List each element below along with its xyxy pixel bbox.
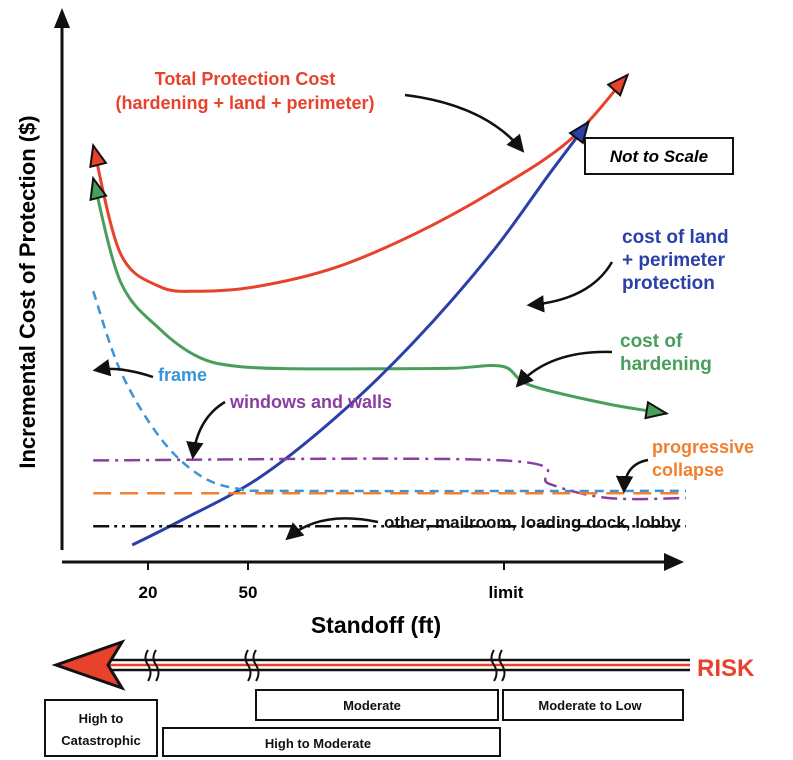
hardening-pointer-arrow <box>515 350 613 388</box>
x-tick-label-50: 50 <box>239 583 258 602</box>
y-axis-arrow <box>54 8 70 28</box>
series-line-hardening-cost <box>91 178 667 415</box>
land-label-line1: cost of land <box>622 227 729 248</box>
not-to-scale-text: Not to Scale <box>610 147 708 166</box>
pointer-arrows <box>92 93 649 541</box>
series-layer <box>89 72 687 547</box>
land-label-line2: + perimeter <box>622 250 726 271</box>
progressive-label-line2: collapse <box>652 460 724 480</box>
frame-label: frame <box>158 365 207 385</box>
series-line-windows-walls <box>93 457 687 501</box>
not-to-scale-note: Not to Scale <box>584 137 734 175</box>
total-label-line1: Total Protection Cost <box>155 69 336 89</box>
risk-box-high-moderate <box>162 727 501 757</box>
series-line-total-cost <box>91 74 629 293</box>
x-tick-label-20: 20 <box>139 583 158 602</box>
break-marks <box>144 649 506 682</box>
hardening-label-line1: cost of <box>620 331 683 352</box>
annotations: Total Protection Cost (hardening + land … <box>115 69 754 532</box>
progressive-pointer-arrow <box>615 458 649 494</box>
risk-mod-low-text: Moderate to Low <box>538 698 642 713</box>
risk-box-high-catastrophic <box>44 699 158 757</box>
other-label: other, mailroom, loading dock, lobby <box>384 513 681 532</box>
series-arrow-start-hardening-cost <box>89 175 108 202</box>
land-label-line3: protection <box>622 273 715 294</box>
total-pointer-arrow <box>404 93 525 153</box>
series-arrow-end-total-cost <box>606 72 630 97</box>
land-pointer-arrow <box>526 261 614 313</box>
series-line-land-perimeter-cost <box>131 121 590 547</box>
windows-label: windows and walls <box>229 392 392 412</box>
x-tick-label-limit: limit <box>489 583 524 602</box>
series-line-frame <box>92 290 687 493</box>
total-label-line2: (hardening + land + perimeter) <box>115 93 374 113</box>
series-arrow-end-land-perimeter-cost <box>568 119 591 145</box>
frame-pointer-arrow <box>92 359 154 379</box>
risk-label: RISK <box>697 655 755 682</box>
axes: 20 50 limit Standoff (ft) Incremental Co… <box>15 8 684 638</box>
other-pointer-arrow <box>285 517 379 541</box>
risk-high-mod-text: High to Moderate <box>265 736 371 751</box>
risk-high-cat-line1: High to <box>79 711 124 726</box>
y-axis-label: Incremental Cost of Protection ($) <box>15 115 40 468</box>
progressive-label-line1: progressive <box>652 437 754 457</box>
risk-arrow-head <box>51 639 126 691</box>
series-arrow-end-hardening-cost <box>644 400 670 420</box>
x-axis-arrow <box>664 553 684 571</box>
series-arrow-start-total-cost <box>89 142 108 169</box>
risk-box-moderate <box>255 689 499 721</box>
risk-levels: High to Catastrophic High to Moderate Mo… <box>44 689 684 757</box>
risk-box-moderate-low <box>502 689 684 721</box>
risk-high-cat-line2: Catastrophic <box>61 733 140 748</box>
windows-pointer-arrow <box>186 400 226 460</box>
x-axis-label: Standoff (ft) <box>311 612 441 638</box>
risk-bar: RISK <box>51 639 755 691</box>
risk-moderate-text: Moderate <box>343 698 401 713</box>
hardening-label-line2: hardening <box>620 354 712 375</box>
